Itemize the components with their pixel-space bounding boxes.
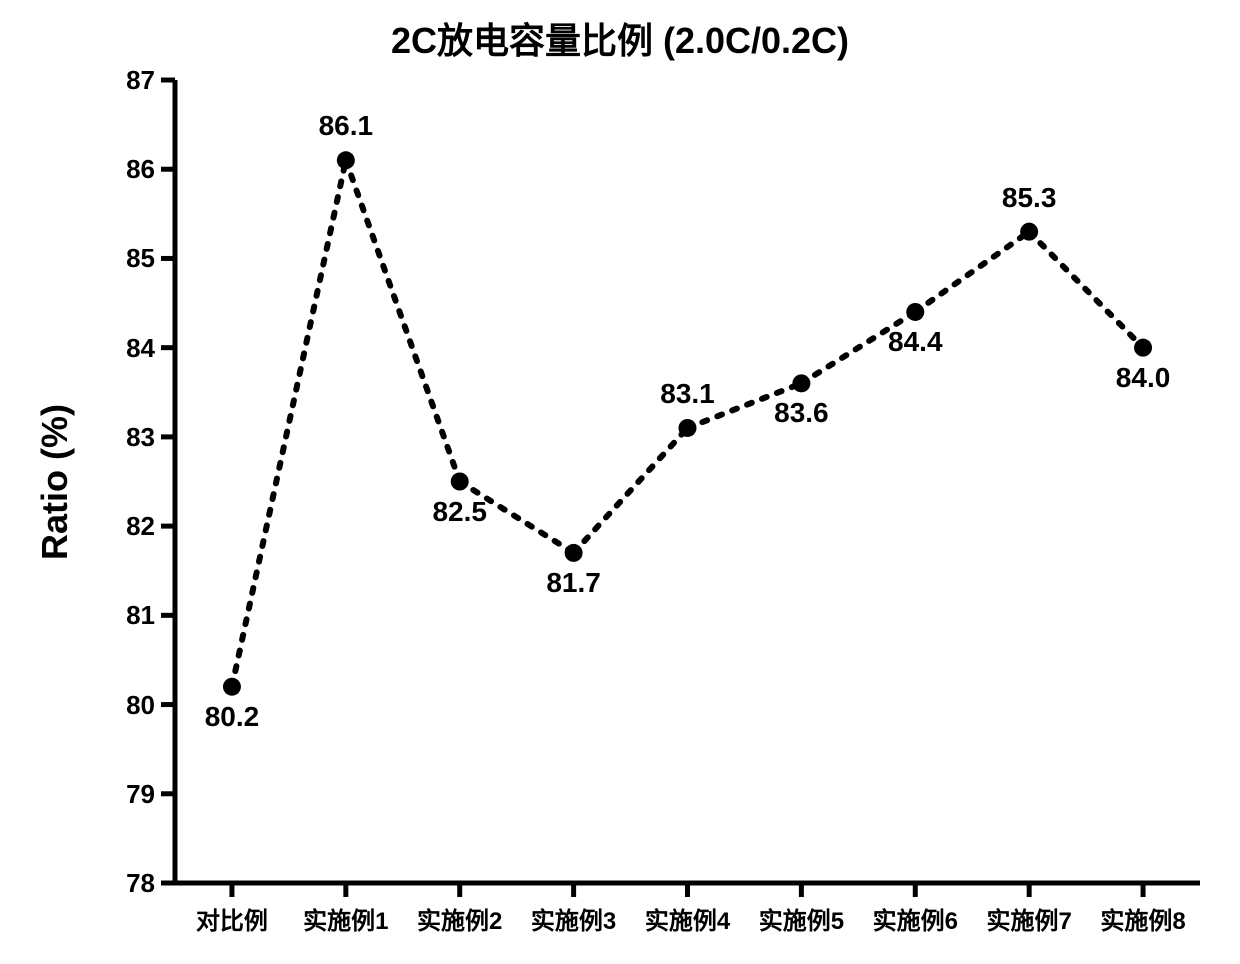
- data-value-label: 82.5: [432, 496, 487, 528]
- y-tick-label: 81: [126, 600, 155, 631]
- data-value-label: 85.3: [1002, 182, 1057, 214]
- data-marker: [337, 151, 355, 169]
- data-marker: [223, 678, 241, 696]
- data-value-label: 84.0: [1116, 362, 1171, 394]
- data-marker: [679, 419, 697, 437]
- data-marker: [906, 303, 924, 321]
- data-marker: [792, 374, 810, 392]
- data-marker: [565, 544, 583, 562]
- data-value-label: 81.7: [546, 567, 601, 599]
- series-line-segment: [574, 428, 688, 553]
- y-tick-label: 79: [126, 779, 155, 810]
- data-marker: [1134, 339, 1152, 357]
- y-tick-label: 83: [126, 422, 155, 453]
- x-tick-label: 实施例2: [417, 901, 502, 936]
- x-tick-label: 实施例4: [645, 901, 730, 936]
- x-tick-label: 实施例3: [531, 901, 616, 936]
- x-tick-label: 实施例7: [986, 901, 1071, 936]
- x-tick-label: 实施例6: [873, 901, 958, 936]
- y-tick-label: 84: [126, 333, 155, 364]
- data-value-label: 80.2: [205, 701, 260, 733]
- data-value-label: 83.1: [660, 378, 715, 410]
- data-marker: [1020, 223, 1038, 241]
- chart-container: 2C放电容量比例 (2.0C/0.2C) Ratio (%) 787980818…: [0, 0, 1240, 964]
- data-marker: [451, 473, 469, 491]
- chart-plot-svg: [0, 0, 1240, 964]
- x-tick-label: 实施例8: [1100, 901, 1185, 936]
- x-tick-label: 对比例: [196, 901, 268, 936]
- series-line-segment: [232, 160, 346, 686]
- x-tick-label: 实施例1: [303, 901, 388, 936]
- data-value-label: 83.6: [774, 397, 829, 429]
- data-value-label: 86.1: [319, 110, 374, 142]
- y-tick-label: 82: [126, 511, 155, 542]
- y-tick-label: 80: [126, 690, 155, 721]
- series-line-segment: [915, 232, 1029, 312]
- y-tick-label: 85: [126, 243, 155, 274]
- series-line-segment: [346, 160, 460, 481]
- y-tick-label: 78: [126, 868, 155, 899]
- x-tick-label: 实施例5: [759, 901, 844, 936]
- y-tick-label: 87: [126, 65, 155, 96]
- y-tick-label: 86: [126, 154, 155, 185]
- series-line-segment: [1029, 232, 1143, 348]
- data-value-label: 84.4: [888, 326, 943, 358]
